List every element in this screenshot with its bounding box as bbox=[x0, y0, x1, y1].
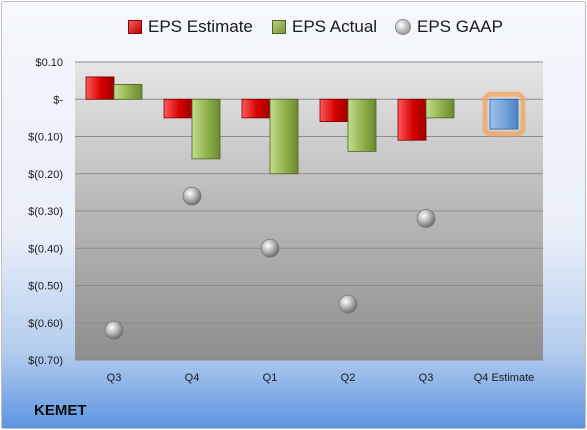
legend-item-actual: EPS Actual bbox=[272, 17, 377, 37]
legend-label-gaap: EPS GAAP bbox=[417, 17, 503, 36]
chart-legend: EPS Estimate EPS Actual EPS GAAP bbox=[0, 17, 587, 43]
y-tick-label: $(0.70) bbox=[28, 355, 63, 367]
y-tick-label: $(0.40) bbox=[28, 243, 63, 255]
bar-eps-actual bbox=[269, 98, 299, 175]
bar-eps-estimate bbox=[85, 76, 115, 100]
point-eps-gaap bbox=[104, 320, 124, 340]
y-tick-label: $0.10 bbox=[35, 57, 63, 69]
estimate-highlight-glow bbox=[482, 91, 526, 137]
y-tick-label: $(0.10) bbox=[28, 132, 63, 144]
bar-eps-estimate bbox=[397, 98, 427, 141]
point-eps-gaap bbox=[338, 294, 358, 314]
x-tick-label: Q4 bbox=[185, 372, 200, 384]
point-eps-gaap bbox=[182, 186, 202, 206]
legend-label-actual: EPS Actual bbox=[292, 17, 378, 36]
y-tick-label: $(0.20) bbox=[28, 169, 63, 181]
bar-eps-estimate bbox=[163, 98, 193, 119]
bar-eps-actual bbox=[347, 98, 377, 152]
bar-eps-estimate bbox=[319, 98, 349, 123]
x-tick-label: Q3 bbox=[107, 372, 122, 384]
bar-eps-estimate bbox=[241, 98, 271, 119]
y-tick-label: $(0.50) bbox=[28, 281, 63, 293]
legend-swatch-gaap bbox=[395, 19, 411, 35]
x-tick-label: Q1 bbox=[263, 372, 278, 384]
x-tick-label: Q2 bbox=[341, 372, 356, 384]
point-eps-gaap bbox=[260, 238, 280, 258]
x-tick-label: Q3 bbox=[419, 372, 434, 384]
legend-label-estimate: EPS Estimate bbox=[148, 17, 253, 36]
legend-item-estimate: EPS Estimate bbox=[128, 17, 253, 37]
y-tick-label: $(0.30) bbox=[28, 206, 63, 218]
y-tick-label: $(0.60) bbox=[28, 318, 63, 330]
company-name: KEMET bbox=[34, 402, 87, 419]
bar-eps-actual bbox=[425, 98, 455, 119]
point-eps-gaap bbox=[416, 209, 436, 228]
bar-eps-actual bbox=[191, 98, 221, 160]
x-tick-label: Q4 Estimate bbox=[474, 372, 535, 384]
y-tick-label: $- bbox=[53, 94, 63, 106]
legend-swatch-actual bbox=[272, 20, 286, 34]
bar-eps-actual bbox=[113, 83, 143, 100]
bar-eps-estimate-future bbox=[489, 98, 519, 130]
legend-swatch-estimate bbox=[128, 20, 142, 34]
legend-item-gaap: EPS GAAP bbox=[395, 17, 503, 37]
